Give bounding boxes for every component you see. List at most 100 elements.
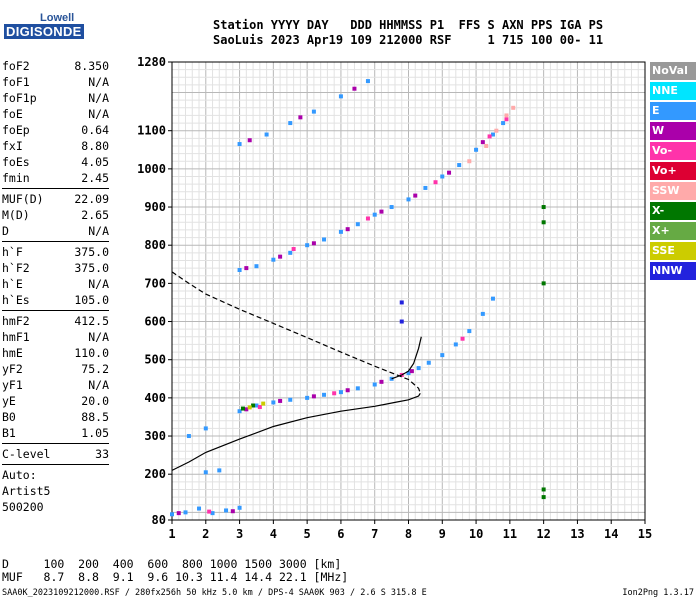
echo-point (504, 117, 509, 122)
echo-point (487, 134, 492, 139)
echo-point (352, 86, 357, 91)
station-header: Station YYYY DAY DDD HHMMSS P1 FFS S AXN… (213, 18, 603, 48)
param-value: N/A (88, 75, 109, 89)
echo-point (389, 205, 394, 210)
y-tick-label: 1000 (137, 162, 166, 176)
echo-point (332, 391, 337, 396)
echo-point (460, 336, 465, 341)
x-tick-label: 1 (168, 527, 175, 541)
echo-point (355, 386, 360, 391)
echo-point (338, 94, 343, 99)
x-tick-label: 8 (405, 527, 412, 541)
echo-point (511, 105, 516, 110)
param-note: Auto: (2, 468, 37, 482)
echo-point (372, 212, 377, 217)
echo-point (484, 143, 489, 148)
param-note: Artist5 (2, 484, 51, 498)
param-value: N/A (88, 330, 109, 344)
echo-point (291, 247, 296, 252)
echo-point (490, 296, 495, 301)
x-tick-label: 10 (469, 527, 483, 541)
param-row: h`F 375.0 (2, 244, 109, 260)
param-row: D N/A (2, 223, 109, 239)
param-key: foF2 (2, 59, 30, 73)
legend-item: SSW (650, 182, 696, 200)
param-value: N/A (88, 224, 109, 238)
param-value: 4.05 (81, 155, 109, 169)
param-key: fxI (2, 139, 23, 153)
echo-point (264, 132, 269, 137)
echo-point (416, 366, 421, 371)
param-key: MUF(D) (2, 192, 44, 206)
param-separator (2, 241, 109, 242)
param-key: h`E (2, 277, 23, 291)
echo-point (406, 197, 411, 202)
legend-item: E (650, 102, 696, 120)
x-tick-label: 13 (570, 527, 584, 541)
echo-point (413, 193, 418, 198)
param-key: D (2, 224, 9, 238)
echo-point (183, 510, 188, 515)
y-tick-label: 800 (144, 238, 166, 252)
echo-point (541, 220, 546, 225)
echo-point (311, 241, 316, 246)
param-value: 110.0 (74, 346, 109, 360)
profile-curve (171, 392, 421, 471)
x-tick-label: 15 (638, 527, 652, 541)
echo-point (271, 257, 276, 262)
echo-point (440, 353, 445, 358)
param-row: fxI 8.80 (2, 138, 109, 154)
echo-point (271, 400, 276, 405)
param-key: M(D) (2, 208, 30, 222)
param-row: yF1 N/A (2, 377, 109, 393)
echo-point (251, 403, 256, 408)
echo-point (453, 342, 458, 347)
param-separator (2, 464, 109, 465)
echo-point (467, 159, 472, 164)
param-key: B0 (2, 410, 16, 424)
param-key: hmF2 (2, 314, 30, 328)
param-value: 412.5 (74, 314, 109, 328)
echo-point (311, 394, 316, 399)
echo-point (467, 329, 472, 334)
echo-point (541, 205, 546, 210)
echo-point (176, 511, 181, 516)
echo-point (244, 266, 249, 271)
legend: NoVal NNE E W Vo- Vo+ SSW X- X+ SSE NNW (650, 62, 696, 282)
param-value: 33 (95, 447, 109, 461)
y-tick-label: 200 (144, 467, 166, 481)
param-key: foEp (2, 123, 30, 137)
muf-frequency-row: MUF 8.7 8.8 9.1 9.6 10.3 11.4 14.4 22.1 … (2, 570, 349, 584)
param-row: hmF1 N/A (2, 329, 109, 345)
legend-item: Vo- (650, 142, 696, 160)
x-tick-label: 7 (371, 527, 378, 541)
y-tick-label: 500 (144, 353, 166, 367)
echo-point (244, 407, 249, 412)
echo-point (541, 495, 546, 500)
x-tick-label: 4 (270, 527, 277, 541)
echo-point (207, 509, 212, 514)
lowell-digisonde-logo: Lowell DIGISONDE (2, 4, 84, 44)
version-label: Ion2Png 1.3.17 (622, 588, 694, 598)
muf-distance-row: D 100 200 400 600 800 1000 1500 3000 [km… (2, 557, 342, 571)
header-line-1: Station YYYY DAY DDD HHMMSS P1 FFS S AXN… (213, 18, 604, 32)
param-value: 375.0 (74, 261, 109, 275)
echo-point (379, 379, 384, 384)
echo-point (494, 128, 499, 133)
echo-point (426, 360, 431, 365)
echo-point (247, 138, 252, 143)
param-row: foE N/A (2, 106, 109, 122)
logo-product: DIGISONDE (4, 24, 84, 39)
echo-point (203, 470, 208, 475)
echo-point (257, 405, 262, 410)
param-key: C-level (2, 447, 51, 461)
param-row: yE 20.0 (2, 393, 109, 409)
param-key: B1 (2, 426, 16, 440)
echo-point (254, 264, 259, 269)
legend-item: NoVal (650, 62, 696, 80)
echo-point (501, 121, 506, 126)
param-row: h`Es 105.0 (2, 292, 109, 308)
echo-point (399, 300, 404, 305)
echo-point (237, 268, 242, 273)
param-row: B1 1.05 (2, 425, 109, 441)
